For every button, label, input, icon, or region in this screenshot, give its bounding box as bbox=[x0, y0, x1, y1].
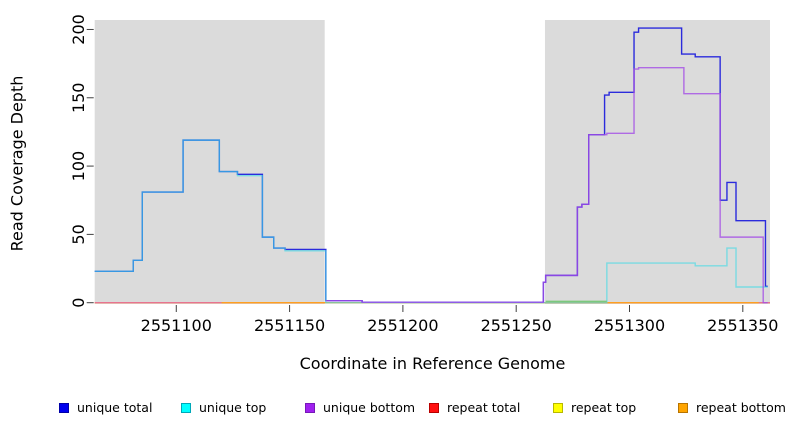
y-tick-label: 150 bbox=[69, 82, 88, 113]
x-tick-label: 2551100 bbox=[141, 316, 212, 335]
y-tick-label: 0 bbox=[69, 298, 88, 308]
legend-item-unique-total: unique total bbox=[59, 398, 152, 418]
legend-item-unique-top: unique top bbox=[181, 398, 266, 418]
unique-total-swatch-icon bbox=[59, 403, 69, 413]
legend: unique total unique top unique bottom re… bbox=[0, 398, 792, 422]
legend-label: unique top bbox=[199, 400, 267, 415]
series-unique-bottom bbox=[325, 67, 768, 304]
x-tick-label: 2551350 bbox=[707, 316, 778, 335]
legend-item-repeat-bottom: repeat bottom bbox=[678, 398, 786, 418]
repeat-bottom-swatch-icon bbox=[678, 403, 688, 413]
x-tick-label: 2551300 bbox=[594, 316, 665, 335]
legend-label: unique bottom bbox=[323, 400, 416, 415]
unique-top-swatch-icon bbox=[181, 403, 191, 413]
y-axis-title: Read Coverage Depth bbox=[7, 75, 27, 252]
legend-label: repeat top bbox=[571, 400, 637, 415]
unique-bottom-swatch-icon bbox=[305, 403, 315, 413]
legend-item-repeat-total: repeat total bbox=[429, 398, 520, 418]
y-tick-label: 200 bbox=[69, 14, 88, 45]
coverage-band bbox=[94, 20, 325, 304]
x-tick-label: 2551150 bbox=[254, 316, 325, 335]
coverage-chart: 2551100 2551150 2551200 2551250 2551300 25513… bbox=[69, 14, 778, 335]
y-tick-label: 100 bbox=[69, 151, 88, 182]
repeat-top-swatch-icon bbox=[553, 403, 563, 413]
legend-item-unique-bottom: unique bottom bbox=[305, 398, 415, 418]
x-tick-label: 2551250 bbox=[481, 316, 552, 335]
y-tick-label: 50 bbox=[69, 224, 88, 244]
legend-label: unique total bbox=[77, 400, 153, 415]
x-tick-label: 2551200 bbox=[367, 316, 438, 335]
legend-label: repeat bottom bbox=[696, 400, 786, 415]
legend-item-repeat-top: repeat top bbox=[553, 398, 636, 418]
legend-label: repeat total bbox=[447, 400, 521, 415]
repeat-total-swatch-icon bbox=[429, 403, 439, 413]
series-unique-top bbox=[94, 139, 768, 304]
x-axis-title: Coordinate in Reference Genome bbox=[299, 354, 566, 373]
